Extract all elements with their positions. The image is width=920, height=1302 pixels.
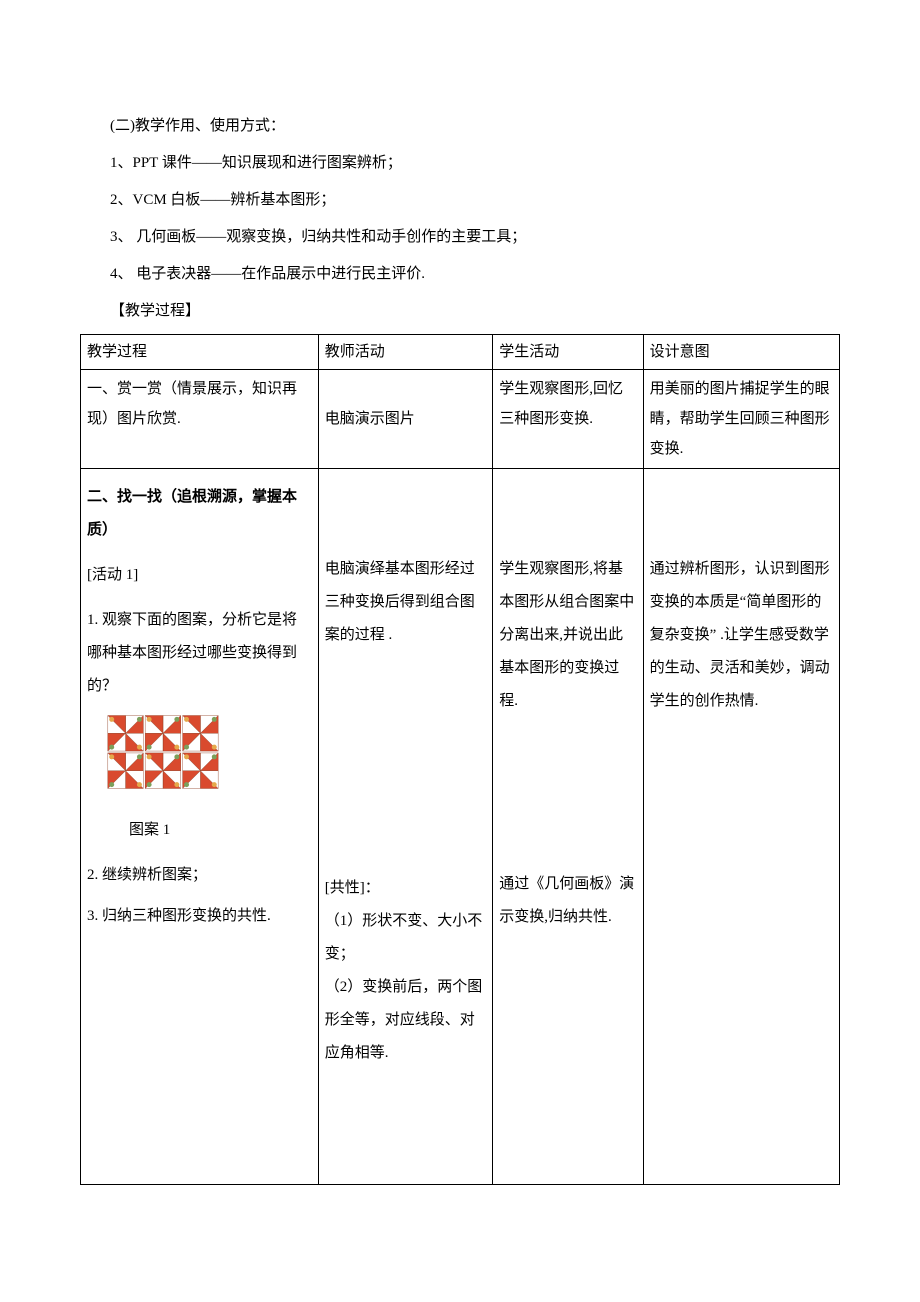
pinwheel-pattern-image: [97, 707, 227, 797]
r2-b2: （1）形状不变、大小不变；: [325, 905, 486, 971]
lesson-plan-table: 教学过程 教师活动 学生活动 设计意图 一、赏一赏（情景展示，知识再现）图片欣赏…: [80, 334, 840, 1185]
prelude-line-4: 3、 几何画板——观察变换，归纳共性和动手创作的主要工具；: [80, 221, 840, 254]
r2-b3: （2）变换前后，两个图形全等，对应线段、对应角相等.: [325, 971, 486, 1070]
prelude-line-6: 【教学过程】: [80, 295, 840, 328]
r2-c2: 学生观察图形,将基本图形从组合图案中分离出来,并说出此基本图形的变换过程. 通过…: [493, 469, 643, 1185]
table-row-2: 二、找一找（追根溯源，掌握本质） [活动 1] 1. 观察下面的图案，分析它是将…: [81, 469, 840, 1185]
header-col-2: 学生活动: [493, 335, 643, 370]
prelude-line-3: 2、VCM 白板——辨析基本图形；: [80, 184, 840, 217]
prelude-line-2: 1、PPT 课件——知识展现和进行图案辨析；: [80, 147, 840, 180]
header-col-0: 教学过程: [81, 335, 319, 370]
prelude-section: (二)教学作用、使用方式： 1、PPT 课件——知识展现和进行图案辨析； 2、V…: [80, 110, 840, 328]
r2-d0: 通过辨析图形，认识到图形变换的本质是“简单图形的复杂变换” .让学生感受数学的生…: [650, 553, 833, 718]
r2-c1s: 通过《几何画板》演示变换,归纳共性.: [499, 868, 636, 934]
r2-a2: 1. 观察下面的图案，分析它是将哪种基本图形经过哪些变换得到的？: [87, 604, 312, 703]
header-col-1: 教师活动: [318, 335, 492, 370]
r1-c1: 电脑演示图片: [318, 370, 492, 469]
r2-c0s: 学生观察图形,将基本图形从组合图案中分离出来,并说出此基本图形的变换过程.: [499, 553, 636, 718]
r2-b0: 电脑演绎基本图形经过三种变换后得到组合图案的过程 .: [325, 553, 486, 652]
r2-c0: 二、找一找（追根溯源，掌握本质） [活动 1] 1. 观察下面的图案，分析它是将…: [81, 469, 319, 1185]
r1-c2: 学生观察图形,回忆三种图形变换.: [493, 370, 643, 469]
r1-c0: 一、赏一赏（情景展示，知识再现）图片欣赏.: [81, 370, 319, 469]
r2-c1: 电脑演绎基本图形经过三种变换后得到组合图案的过程 . [共性]： （1）形状不变…: [318, 469, 492, 1185]
table-header-row: 教学过程 教师活动 学生活动 设计意图: [81, 335, 840, 370]
prelude-line-5: 4、 电子表决器——在作品展示中进行民主评价.: [80, 258, 840, 291]
r2-a4: 3. 归纳三种图形变换的共性.: [87, 900, 312, 933]
prelude-line-1: (二)教学作用、使用方式：: [80, 110, 840, 143]
r2-c3: 通过辨析图形，认识到图形变换的本质是“简单图形的复杂变换” .让学生感受数学的生…: [643, 469, 839, 1185]
pattern-caption: 图案 1: [87, 814, 312, 847]
r1-c3: 用美丽的图片捕捉学生的眼睛，帮助学生回顾三种图形变换.: [643, 370, 839, 469]
r2-a0: 二、找一找（追根溯源，掌握本质）: [87, 481, 312, 547]
r2-a1: [活动 1]: [87, 559, 312, 592]
r2-a3: 2. 继续辨析图案；: [87, 859, 312, 892]
table-row-1: 一、赏一赏（情景展示，知识再现）图片欣赏. 电脑演示图片 学生观察图形,回忆三种…: [81, 370, 840, 469]
r2-b1: [共性]：: [325, 872, 486, 905]
header-col-3: 设计意图: [643, 335, 839, 370]
